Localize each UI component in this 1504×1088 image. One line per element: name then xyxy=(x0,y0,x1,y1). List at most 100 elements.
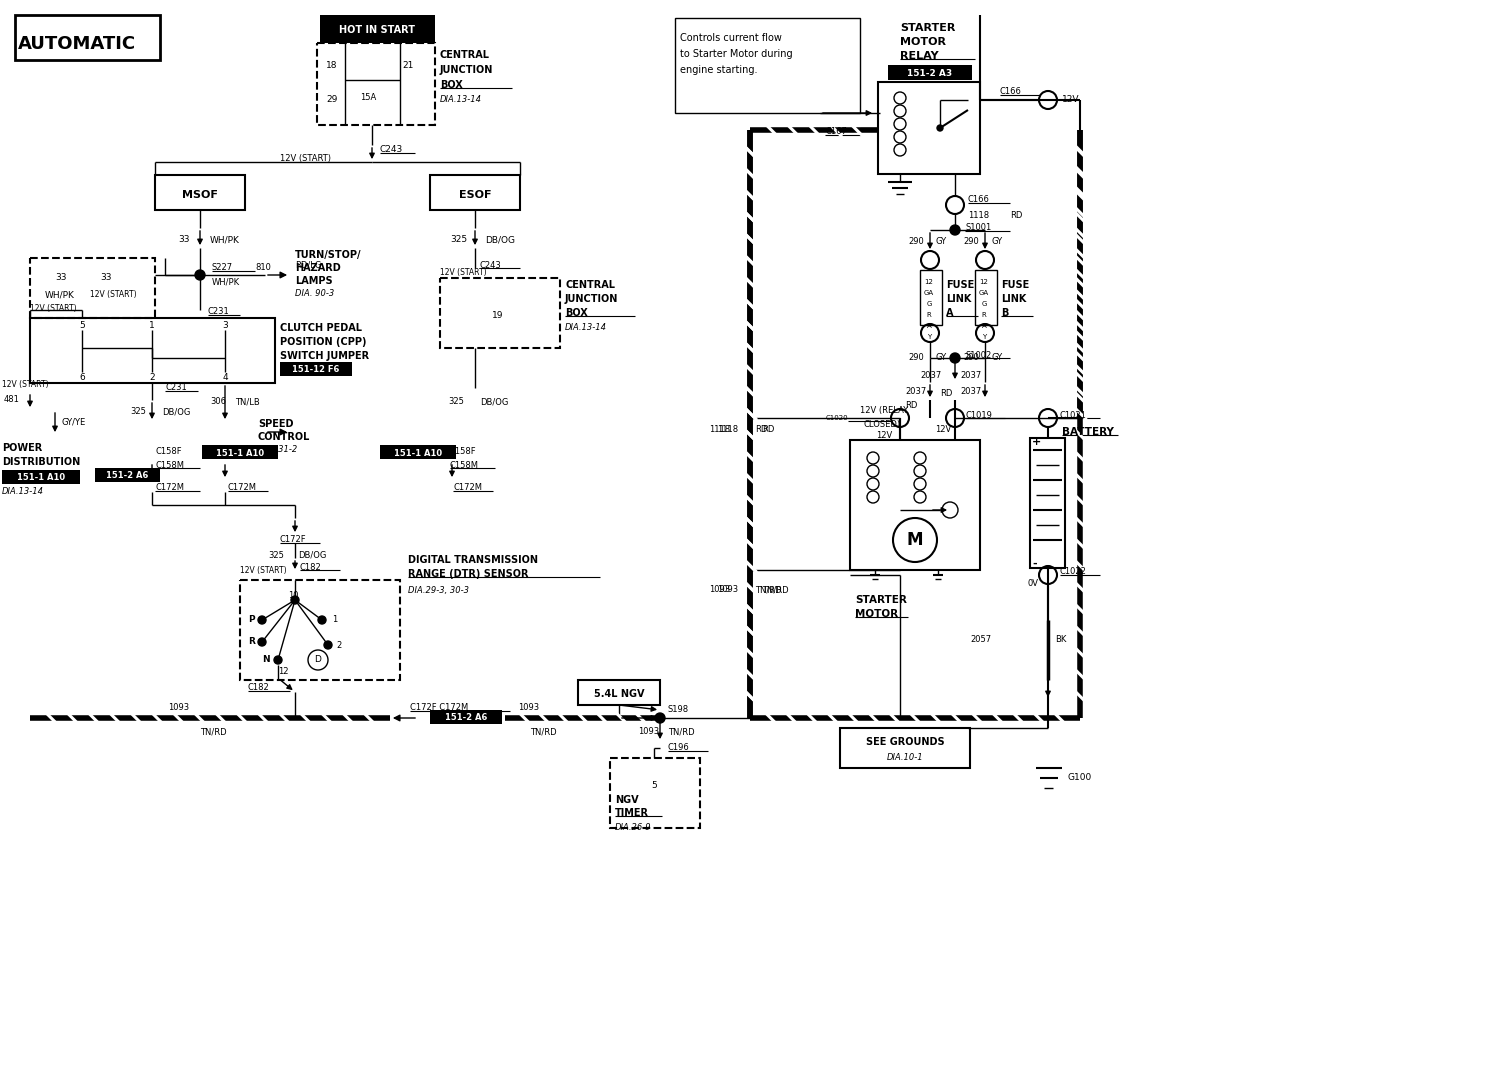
Text: 2057: 2057 xyxy=(970,635,991,644)
Text: C1022: C1022 xyxy=(1060,568,1087,577)
Text: 12: 12 xyxy=(278,668,289,677)
Bar xyxy=(317,44,435,125)
Text: C158M: C158M xyxy=(155,460,183,470)
Text: SEE GROUNDS: SEE GROUNDS xyxy=(866,737,945,747)
Text: GY/YE: GY/YE xyxy=(62,418,86,426)
Bar xyxy=(578,680,660,705)
Bar xyxy=(95,468,159,482)
Text: STARTER: STARTER xyxy=(854,595,907,605)
Bar xyxy=(841,728,970,768)
Text: 2037: 2037 xyxy=(920,371,942,380)
Circle shape xyxy=(259,638,266,646)
Text: Controls current flow: Controls current flow xyxy=(680,33,782,44)
Bar xyxy=(15,15,159,60)
Text: DIA.13-14: DIA.13-14 xyxy=(441,96,481,104)
Bar xyxy=(2,470,80,484)
Text: RANGE (DTR) SENSOR: RANGE (DTR) SENSOR xyxy=(408,569,528,579)
Text: 5.4L NGV: 5.4L NGV xyxy=(594,689,644,698)
Text: FUSE: FUSE xyxy=(1002,280,1029,290)
Text: GA: GA xyxy=(979,290,990,296)
Text: SWITCH JUMPER: SWITCH JUMPER xyxy=(280,351,368,361)
Text: C166: C166 xyxy=(1000,87,1021,97)
Bar xyxy=(887,65,972,81)
Text: 481: 481 xyxy=(5,396,20,405)
Text: 0V: 0V xyxy=(1029,580,1039,589)
Text: A: A xyxy=(946,308,954,318)
Text: -: - xyxy=(1032,559,1036,569)
Text: C182: C182 xyxy=(299,562,322,571)
Text: GY: GY xyxy=(991,237,1002,247)
Text: P: P xyxy=(248,616,254,625)
Text: TIMER: TIMER xyxy=(615,808,650,818)
Text: DIA.10-1: DIA.10-1 xyxy=(887,754,923,763)
Text: 5: 5 xyxy=(80,321,84,330)
Text: TURN/STOP/: TURN/STOP/ xyxy=(295,250,361,260)
Text: 1: 1 xyxy=(332,616,337,625)
Text: M: M xyxy=(907,531,923,549)
Bar xyxy=(675,18,860,113)
Bar xyxy=(202,445,278,459)
Text: 12V (START): 12V (START) xyxy=(241,566,287,574)
Text: 3: 3 xyxy=(223,321,229,330)
Text: SPEED: SPEED xyxy=(259,419,293,429)
Text: DIGITAL TRANSMISSION: DIGITAL TRANSMISSION xyxy=(408,555,538,565)
Text: NGV: NGV xyxy=(615,795,639,805)
Text: 810: 810 xyxy=(256,263,271,272)
Text: C167: C167 xyxy=(826,127,847,136)
Text: C172M: C172M xyxy=(229,483,257,493)
Circle shape xyxy=(317,616,326,625)
Text: 1093: 1093 xyxy=(517,704,538,713)
Text: WH/PK: WH/PK xyxy=(212,277,241,286)
Text: JUNCTION: JUNCTION xyxy=(441,65,493,75)
Text: 33: 33 xyxy=(99,273,111,283)
Text: 306: 306 xyxy=(211,397,226,407)
Text: MOTOR: MOTOR xyxy=(854,609,898,619)
Bar xyxy=(381,445,456,459)
Text: 1: 1 xyxy=(149,321,155,330)
Text: +: + xyxy=(1032,437,1041,447)
Text: 1093: 1093 xyxy=(708,585,729,594)
Text: DIA.13-14: DIA.13-14 xyxy=(2,487,44,496)
Text: C172F C172M: C172F C172M xyxy=(411,704,468,713)
Text: 1118: 1118 xyxy=(969,210,990,220)
Text: 12V (START): 12V (START) xyxy=(280,153,331,162)
Text: 151-2 A6: 151-2 A6 xyxy=(445,714,487,722)
Text: BATTERY: BATTERY xyxy=(1062,426,1114,437)
Text: RELAY: RELAY xyxy=(899,51,938,61)
Text: 290: 290 xyxy=(963,237,979,247)
Text: 2037: 2037 xyxy=(960,387,981,396)
Text: C1019: C1019 xyxy=(966,410,993,420)
Text: 1093: 1093 xyxy=(638,728,659,737)
Text: 6: 6 xyxy=(80,372,84,382)
Text: 1093: 1093 xyxy=(168,704,190,713)
Text: 325: 325 xyxy=(448,397,463,407)
Text: 10: 10 xyxy=(287,592,298,601)
Text: JUNCTION: JUNCTION xyxy=(566,294,618,304)
Text: 12: 12 xyxy=(979,279,988,285)
Text: C243: C243 xyxy=(381,146,403,154)
Text: CONTROL: CONTROL xyxy=(259,432,310,442)
Text: R: R xyxy=(248,638,254,646)
Text: 12V (START): 12V (START) xyxy=(90,290,137,299)
Text: DB/OG: DB/OG xyxy=(162,408,191,417)
Bar xyxy=(320,15,435,44)
Text: 151-1 A10: 151-1 A10 xyxy=(394,448,442,457)
Text: 290: 290 xyxy=(908,237,923,247)
Circle shape xyxy=(656,713,665,724)
Text: TN/RD: TN/RD xyxy=(755,585,782,594)
Text: C182: C182 xyxy=(248,683,269,692)
Text: R: R xyxy=(982,312,987,318)
Text: 18: 18 xyxy=(326,61,338,70)
Text: 2037: 2037 xyxy=(905,387,926,396)
Text: CLUTCH PEDAL: CLUTCH PEDAL xyxy=(280,323,362,333)
Text: 2037: 2037 xyxy=(960,371,981,380)
Text: S198: S198 xyxy=(668,705,689,715)
Text: 1118: 1118 xyxy=(717,425,738,434)
Bar xyxy=(441,279,559,348)
Bar xyxy=(155,175,245,210)
Text: to Starter Motor during: to Starter Motor during xyxy=(680,49,793,59)
Text: RD: RD xyxy=(940,388,952,397)
Bar xyxy=(920,270,942,325)
Text: DIA.13-14: DIA.13-14 xyxy=(566,323,608,333)
Text: G100: G100 xyxy=(1068,774,1092,782)
